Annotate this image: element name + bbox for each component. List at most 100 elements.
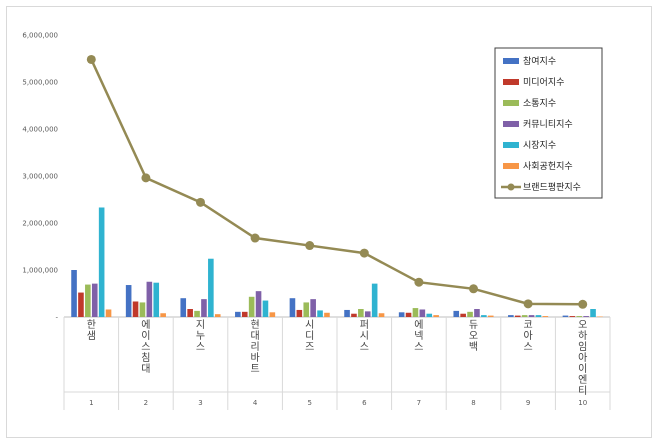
- bar-소통지수: [576, 316, 583, 317]
- bar-참여지수: [125, 285, 132, 317]
- bar-사회공헌지수: [214, 314, 221, 317]
- line-point-브랜드평판지수: [523, 299, 533, 309]
- bar-참여지수: [71, 270, 77, 317]
- x-rank-label: 2: [144, 399, 148, 407]
- bar-시장지수: [590, 309, 596, 317]
- y-tick-label: 5,000,000: [22, 79, 58, 87]
- bar-참여지수: [453, 310, 460, 317]
- x-rank-label: 5: [307, 399, 311, 407]
- bar-참여지수: [398, 312, 405, 317]
- bar-소통지수: [194, 310, 200, 317]
- bar-미디어지수: [460, 313, 466, 317]
- bar-시장지수: [262, 300, 269, 317]
- bar-커뮤니티지수: [91, 283, 98, 317]
- x-rank-label: 10: [578, 399, 587, 407]
- bar-시장지수: [208, 258, 214, 317]
- bar-소통지수: [467, 311, 473, 317]
- bar-미디어지수: [351, 313, 357, 317]
- legend-entry: 브랜드평판지수: [523, 182, 581, 193]
- bar-미디어지수: [78, 292, 84, 317]
- line-point-브랜드평판지수: [141, 173, 151, 183]
- bar-미디어지수: [132, 301, 139, 317]
- bar-사회공헌지수: [487, 315, 494, 317]
- bar-커뮤니티지수: [310, 299, 316, 317]
- line-브랜드평판지수: [90, 58, 583, 306]
- bar-사회공헌지수: [269, 312, 276, 317]
- legend-entry: 사회공헌지수: [523, 161, 573, 172]
- bar-사회공헌지수: [378, 313, 385, 317]
- bar-시장지수: [426, 313, 433, 317]
- bar-사회공헌지수: [542, 316, 549, 317]
- bar-커뮤니티지수: [419, 309, 426, 317]
- bar-미디어지수: [296, 309, 303, 317]
- y-tick-label: -: [55, 314, 58, 322]
- legend-entry: 참여지수: [523, 55, 556, 67]
- legend-swatch: [503, 100, 519, 106]
- bar-소통지수: [303, 302, 310, 317]
- bar-소통지수: [358, 309, 364, 317]
- bar-참여지수: [344, 309, 350, 317]
- legend-swatch: [503, 79, 519, 85]
- x-rank-label: 9: [526, 399, 530, 407]
- bar-시장지수: [153, 282, 160, 317]
- x-rank-label: 8: [471, 399, 475, 407]
- x-rank-label: 7: [417, 399, 421, 407]
- x-rank-label: 1: [89, 399, 93, 407]
- bar-시장지수: [317, 310, 323, 317]
- x-rank-label: 3: [198, 399, 202, 407]
- line-point-브랜드평판지수: [359, 248, 369, 258]
- y-tick-label: 3,000,000: [22, 173, 58, 181]
- y-tick-label: 6,000,000: [22, 32, 58, 40]
- legend-entry: 커뮤니티지수: [523, 119, 573, 130]
- bar-소통지수: [248, 296, 255, 317]
- bar-사회공헌지수: [433, 315, 439, 317]
- line-point-브랜드평판지수: [86, 54, 96, 64]
- bar-시장지수: [371, 283, 378, 317]
- legend-swatch: [503, 121, 519, 127]
- x-rank-label: 6: [362, 399, 367, 407]
- bar-미디어지수: [405, 312, 412, 317]
- bar-참여지수: [562, 315, 569, 317]
- bar-커뮤니티지수: [255, 291, 262, 317]
- legend-entry: 소통지수: [523, 98, 556, 109]
- line-point-브랜드평판지수: [250, 233, 260, 243]
- bar-미디어지수: [514, 315, 521, 317]
- bar-커뮤니티지수: [201, 299, 207, 317]
- bar-커뮤니티지수: [364, 311, 371, 317]
- legend-entry: 미디어지수: [523, 77, 564, 88]
- bar-커뮤니티지수: [474, 309, 480, 317]
- bar-소통지수: [521, 315, 528, 317]
- bar-미디어지수: [187, 309, 193, 317]
- y-tick-label: 4,000,000: [22, 126, 58, 134]
- bar-사회공헌지수: [105, 309, 112, 317]
- legend-swatch: [503, 163, 519, 169]
- bar-미디어지수: [569, 316, 576, 317]
- bar-사회공헌지수: [160, 313, 166, 317]
- bar-커뮤니티지수: [146, 281, 153, 317]
- bar-참여지수: [180, 298, 187, 317]
- bar-시장지수: [481, 315, 487, 317]
- line-point-브랜드평판지수: [469, 284, 478, 294]
- line-point-브랜드평판지수: [578, 299, 588, 309]
- bar-소통지수: [139, 302, 146, 317]
- bar-참여지수: [289, 298, 296, 317]
- legend-swatch: [503, 58, 519, 64]
- bar-시장지수: [535, 315, 542, 317]
- bar-소통지수: [412, 308, 419, 317]
- bar-미디어지수: [241, 311, 248, 317]
- bar-참여지수: [235, 311, 241, 317]
- y-tick-label: 1,000,000: [22, 267, 58, 275]
- line-point-브랜드평판지수: [305, 241, 315, 251]
- bar-커뮤니티지수: [583, 316, 589, 317]
- bar-사회공헌지수: [324, 312, 330, 317]
- legend-swatch: [503, 142, 519, 148]
- x-rank-label: 4: [253, 399, 258, 407]
- bar-참여지수: [508, 315, 514, 317]
